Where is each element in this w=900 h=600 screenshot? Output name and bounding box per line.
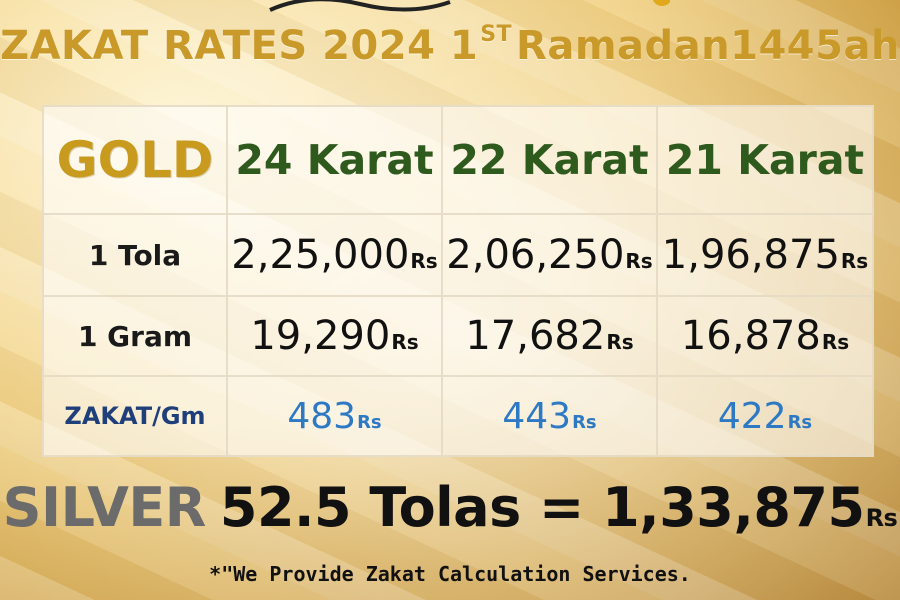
- currency-unit: Rs: [410, 249, 438, 273]
- row-label-tola: 1 Tola: [88, 238, 182, 272]
- currency-unit: Rs: [391, 330, 419, 354]
- value-cell: 422Rs: [656, 375, 874, 457]
- table-row-zakat: ZAKAT/Gm 483Rs 443Rs 422Rs: [42, 375, 874, 457]
- silver-rate-text: 52.5 Tolas = 1,33,875: [219, 476, 865, 539]
- currency-unit: Rs: [606, 330, 634, 354]
- title-part1: ZAKAT RATES 2024 1: [0, 23, 479, 69]
- row-label-gram: 1 Gram: [77, 319, 193, 353]
- tola-22k-value: 2,06,250Rs: [446, 232, 653, 278]
- gold-header-cell: GOLD: [42, 105, 228, 215]
- row-label-zakat: ZAKAT/Gm: [64, 402, 206, 430]
- karat-21-header-cell: 21 Karat: [656, 105, 874, 215]
- tola-24k-value: 2,25,000Rs: [231, 232, 438, 278]
- gram-24k-value: 19,290Rs: [250, 313, 419, 359]
- currency-unit: Rs: [787, 411, 813, 433]
- value-cell: 483Rs: [226, 375, 443, 457]
- gram-22k-value: 17,682Rs: [465, 313, 634, 359]
- karat-24-label: 24 Karat: [235, 136, 434, 184]
- currency-unit: Rs: [572, 411, 597, 433]
- silver-label: SILVER: [2, 476, 207, 539]
- page-title: ZAKAT RATES 2024 1ST Ramadan1445ah: [0, 22, 900, 69]
- row-label-cell: 1 Gram: [42, 295, 228, 377]
- gold-rates-table: GOLD 24 Karat 22 Karat 21 Karat 1 Tola 2…: [42, 105, 874, 457]
- silver-rate-line: SILVER 52.5 Tolas = 1,33,875Rs: [0, 476, 900, 539]
- currency-unit: Rs: [865, 504, 898, 532]
- currency-unit: Rs: [821, 330, 850, 354]
- row-label-cell: ZAKAT/Gm: [42, 375, 228, 457]
- value-cell: 2,25,000Rs: [226, 213, 443, 297]
- value-cell: 19,290Rs: [226, 295, 443, 377]
- gold-label: GOLD: [56, 131, 214, 189]
- value-cell: 16,878Rs: [656, 295, 874, 377]
- value-cell: 2,06,250Rs: [441, 213, 658, 297]
- currency-unit: Rs: [625, 249, 653, 273]
- currency-unit: Rs: [357, 411, 382, 433]
- karat-22-label: 22 Karat: [450, 136, 649, 184]
- karat-22-header-cell: 22 Karat: [441, 105, 658, 215]
- row-label-cell: 1 Tola: [42, 213, 228, 297]
- value-cell: 443Rs: [441, 375, 658, 457]
- title-part2: Ramadan1445ah: [516, 23, 900, 69]
- zakat-24k-value: 483Rs: [287, 395, 382, 437]
- footer-note: *"We Provide Zakat Calculation Services.: [209, 562, 691, 586]
- table-row-gram: 1 Gram 19,290Rs 17,682Rs 16,878Rs: [42, 295, 874, 377]
- zakat-22k-value: 443Rs: [502, 395, 597, 437]
- tola-21k-value: 1,96,875Rs: [661, 232, 869, 278]
- karat-24-header-cell: 24 Karat: [226, 105, 443, 215]
- table-header-row: GOLD 24 Karat 22 Karat 21 Karat: [42, 105, 874, 215]
- value-cell: 17,682Rs: [441, 295, 658, 377]
- currency-unit: Rs: [840, 249, 869, 273]
- table-row-tola: 1 Tola 2,25,000Rs 2,06,250Rs 1,96,875Rs: [42, 213, 874, 297]
- title-superscript: ST: [480, 22, 513, 47]
- gram-21k-value: 16,878Rs: [680, 313, 850, 359]
- zakat-21k-value: 422Rs: [717, 395, 813, 437]
- logo-fragment-icon: [269, 0, 670, 12]
- karat-21-label: 21 Karat: [665, 136, 865, 184]
- value-cell: 1,96,875Rs: [656, 213, 874, 297]
